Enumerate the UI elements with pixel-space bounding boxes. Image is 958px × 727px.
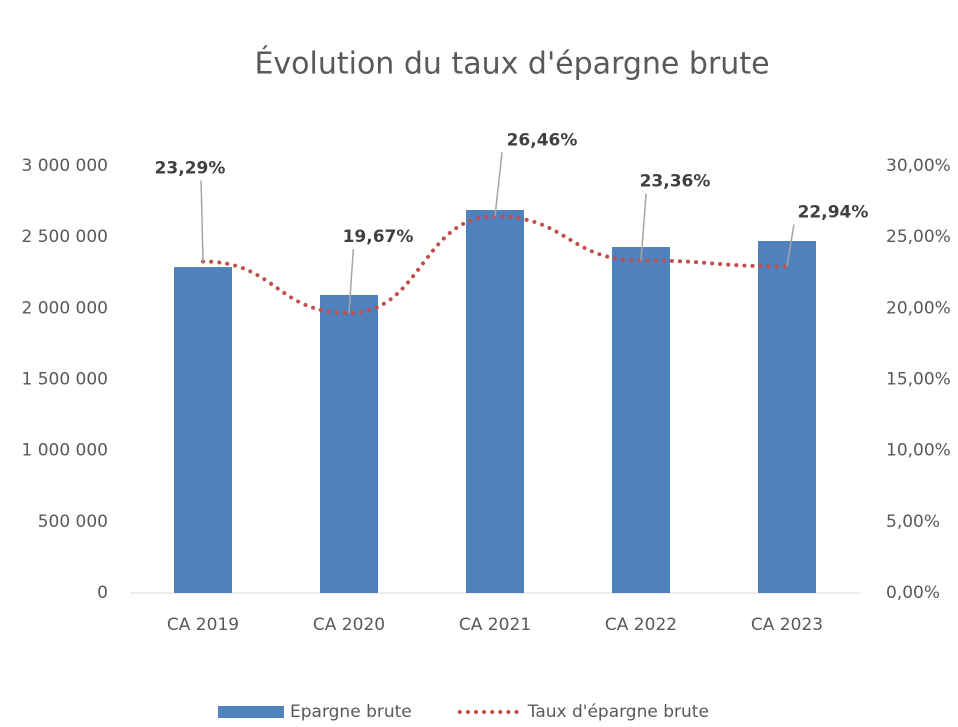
data-label: 23,36% — [640, 172, 711, 192]
y2-tick-label: 15,00% — [886, 370, 951, 390]
x-tick-label: CA 2022 — [605, 615, 677, 635]
bar — [174, 267, 232, 593]
y2-tick-label: 10,00% — [886, 441, 951, 461]
y-tick-label: 3 000 000 — [21, 156, 108, 176]
legend-label: Taux d'épargne brute — [527, 702, 709, 722]
leader-line — [200, 180, 204, 262]
y2-tick-label: 5,00% — [886, 512, 940, 532]
bar — [466, 209, 524, 593]
data-label: 23,29% — [155, 159, 226, 179]
data-label: 22,94% — [798, 202, 869, 222]
y-tick-label: 2 500 000 — [21, 227, 108, 247]
y2-tick-label: 25,00% — [886, 227, 951, 247]
line — [201, 214, 789, 316]
leader-line — [494, 152, 503, 217]
y-tick-label: 1 000 000 — [21, 441, 108, 461]
data-label: 19,67% — [343, 227, 414, 247]
chart-title: Évolution du taux d'épargne brute — [254, 46, 769, 82]
bar — [612, 246, 670, 593]
leader-line — [786, 224, 795, 267]
legend-label: Epargne brute — [290, 702, 412, 722]
y2-tick-label: 30,00% — [886, 156, 951, 176]
y2-tick-label: 0,00% — [886, 583, 940, 603]
legend-swatch — [218, 706, 284, 718]
y-tick-label: 0 — [97, 583, 108, 603]
x-tick-label: CA 2023 — [751, 615, 823, 635]
leader-line — [348, 248, 355, 314]
y-tick-label: 500 000 — [38, 512, 108, 532]
y-tick-label: 1 500 000 — [21, 370, 108, 390]
leader-line — [640, 193, 647, 261]
x-tick-label: CA 2021 — [459, 615, 531, 635]
x-tick-label: CA 2020 — [313, 615, 385, 635]
y-tick-label: 2 000 000 — [21, 298, 108, 318]
bar — [758, 241, 816, 593]
x-tick-label: CA 2019 — [167, 615, 239, 635]
data-label: 26,46% — [507, 130, 578, 150]
y2-tick-label: 20,00% — [886, 298, 951, 318]
bar — [320, 294, 378, 593]
